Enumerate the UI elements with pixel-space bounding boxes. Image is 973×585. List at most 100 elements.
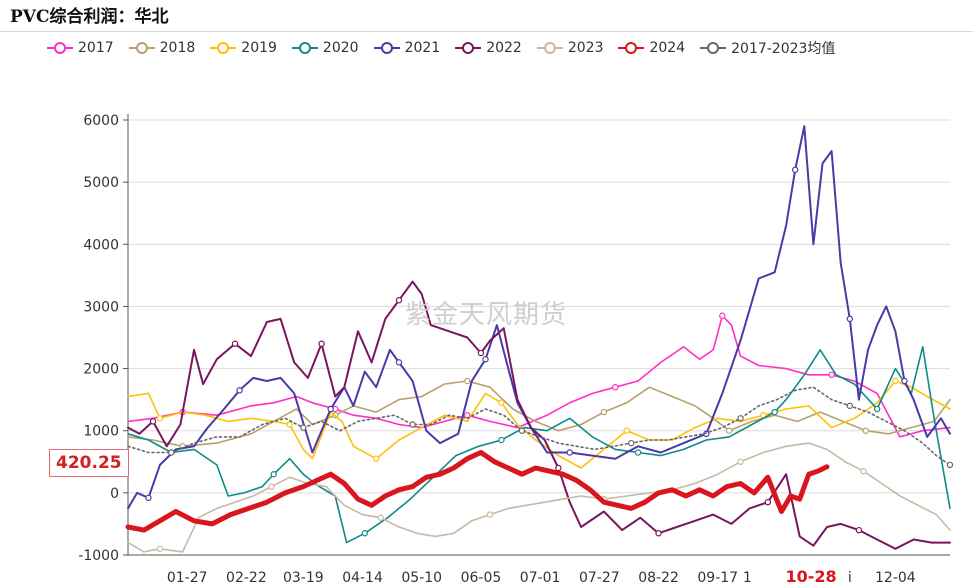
point-2022 [655,530,662,537]
point-2017 [612,384,619,391]
legend-label: 2020 [322,40,359,56]
point-2023 [860,467,867,475]
point-2021 [901,377,908,385]
y-tick-label: -1000 [78,548,119,564]
point-avg [628,439,635,447]
point-2021 [145,494,152,502]
legend-marker-icon [373,42,400,54]
legend-label: 2021 [404,40,441,56]
legend-item-2023[interactable]: 2023 [536,38,604,58]
point-2020 [873,405,881,413]
point-2019 [372,455,380,462]
legend-label: 2024 [649,40,686,56]
point-2021 [327,405,334,413]
x-tick-label: 12-04 [875,570,916,585]
point-2021 [566,449,573,456]
point-avg [946,461,954,469]
legend-marker-icon [128,42,155,54]
legend-label: 2018 [159,40,196,56]
point-2018 [725,427,733,434]
legend-item-2024[interactable]: 2024 [617,38,685,58]
x-tick-label: 09-17 [697,570,738,585]
point-2018 [862,427,869,434]
point-2023 [486,511,494,518]
point-2022 [764,498,772,506]
series-line-2022 [127,280,951,550]
legend-item-2017[interactable]: 2017 [46,38,114,58]
point-2020 [771,408,778,416]
legend-marker-icon [700,42,727,54]
series-line-2019 [127,380,951,469]
legend-marker-icon [618,42,645,54]
point-2022 [231,340,239,347]
point-2023 [737,458,744,465]
point-avg [168,449,175,456]
point-avg [737,415,744,422]
point-2021 [482,356,489,363]
legend-label: 2022 [486,40,522,56]
series-line-2021 [127,125,951,510]
series-line-2023 [127,442,951,553]
point-2023 [377,514,384,521]
point-2018 [600,408,608,416]
x-tick-label: 03-19 [283,570,324,585]
x-tick-label: 02-22 [226,570,267,585]
x-tick-label: 07-01 [520,570,561,585]
x-tick-label: 01-27 [167,570,208,585]
legend-marker-icon [47,42,73,54]
point-2022 [855,526,863,534]
x-tick-label: i [848,570,852,585]
y-tick-label: 0 [110,486,119,502]
point-2021 [395,359,403,366]
point-2021 [846,315,854,323]
legend-item-2019[interactable]: 2019 [209,38,277,58]
point-2021 [791,166,799,173]
legend-label: 2017-2023均值 [731,41,836,57]
point-2019 [623,427,630,434]
point-2022 [555,464,562,472]
series-line-2020 [127,346,951,544]
legend-item-avg[interactable]: 2017-2023均值 [699,38,835,58]
legend-marker-icon [210,42,237,54]
y-tick-label: 3000 [83,299,119,315]
point-2022 [149,418,157,425]
x-tick-label: 1 [743,570,752,585]
legend-marker-icon [291,42,318,54]
x-tick-label: 10-28 [786,567,837,585]
point-2023 [268,483,275,490]
current-value-badge: 420.25 [49,449,129,477]
y-tick-label: 6000 [83,113,119,129]
point-2020 [634,449,642,456]
point-avg [518,427,526,434]
point-2018 [464,377,471,385]
y-tick-label: 1000 [83,424,119,440]
legend-label: 2023 [567,40,604,56]
y-tick-label: 5000 [83,175,119,191]
legend-item-2022[interactable]: 2022 [454,38,522,58]
point-2021 [236,387,243,394]
point-avg [300,424,307,431]
point-2019 [156,415,164,422]
x-tick-label: 04-14 [342,570,383,585]
series-line-avg [127,386,951,466]
point-2019 [498,399,505,406]
y-tick-label: 2000 [83,362,119,378]
legend-label: 2017 [78,40,114,56]
point-2022 [318,340,325,347]
legend-item-2020[interactable]: 2020 [291,38,359,58]
legend-item-2018[interactable]: 2018 [128,38,196,58]
legend-marker-icon [455,42,482,54]
x-tick-label: 05-10 [401,570,442,585]
point-2017 [828,371,835,378]
point-2020 [361,530,369,537]
legend-item-2021[interactable]: 2021 [373,38,441,58]
legend-label: 2019 [241,40,277,56]
point-2022 [395,297,403,304]
point-avg [409,421,416,428]
title-divider [0,31,973,32]
chart-title: PVC综合利润：华北 [10,7,169,27]
legend: 2017 2018 2019 2020 2021 2022 2023 2024 2017-202… [46,38,849,58]
series-line-2024 [125,450,830,533]
point-2020 [498,436,505,444]
